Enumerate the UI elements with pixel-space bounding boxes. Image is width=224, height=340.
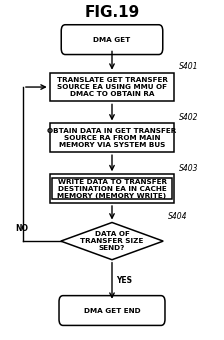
Text: S402: S402	[179, 113, 198, 122]
FancyBboxPatch shape	[59, 295, 165, 325]
Text: S404: S404	[168, 212, 187, 221]
Bar	[50, 174, 174, 203]
Text: NO: NO	[15, 224, 28, 233]
Bar	[50, 123, 174, 152]
Text: DATA OF
TRANSFER SIZE
SEND?: DATA OF TRANSFER SIZE SEND?	[80, 231, 144, 251]
Text: YES: YES	[116, 276, 132, 285]
FancyBboxPatch shape	[61, 25, 163, 54]
Text: DMA GET: DMA GET	[93, 37, 131, 42]
Text: DMA GET END: DMA GET END	[84, 307, 140, 313]
Polygon shape	[61, 222, 163, 260]
Text: S403: S403	[179, 164, 198, 172]
Text: OBTAIN DATA IN GET TRANSFER
SOURCE RA FROM MAIN
MEMORY VIA SYSTEM BUS: OBTAIN DATA IN GET TRANSFER SOURCE RA FR…	[47, 128, 177, 148]
Text: WRITE DATA TO TRANSFER
DESTINATION EA IN CACHE
MEMORY (MEMORY WRITE): WRITE DATA TO TRANSFER DESTINATION EA IN…	[57, 178, 167, 199]
Text: TRANSLATE GET TRANSFER
SOURCE EA USING MMU OF
DMAC TO OBTAIN RA: TRANSLATE GET TRANSFER SOURCE EA USING M…	[57, 77, 167, 97]
Bar	[52, 178, 172, 199]
Text: S401: S401	[179, 62, 198, 71]
Text: FIG.19: FIG.19	[84, 5, 140, 20]
Bar	[50, 73, 174, 101]
